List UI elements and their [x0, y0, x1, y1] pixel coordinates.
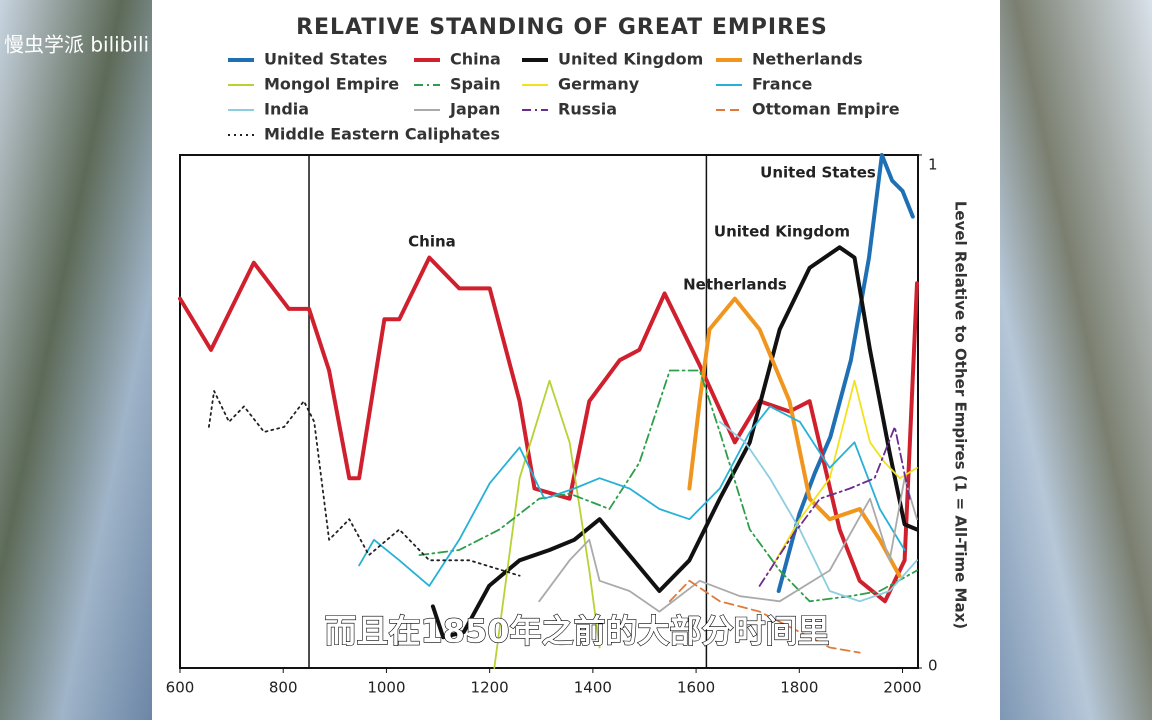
- series-line: [418, 369, 918, 603]
- y-tick-label: 0: [928, 657, 938, 675]
- legend-label: Mongol Empire: [264, 75, 399, 94]
- x-tick-label: 800: [269, 679, 298, 697]
- legend-label: Ottoman Empire: [752, 100, 900, 119]
- annotation: United Kingdom: [714, 223, 850, 241]
- legend-label: Russia: [558, 100, 617, 119]
- series-line: [430, 245, 919, 640]
- legend-label: China: [450, 50, 501, 69]
- series-line: [758, 425, 911, 587]
- chart-title: RELATIVE STANDING OF GREAT EMPIRES: [296, 15, 828, 40]
- series-line: [493, 379, 601, 669]
- series-line: [207, 390, 521, 577]
- legend-label: United States: [264, 50, 387, 69]
- y-axis-label: Level Relative to Other Empires (1 = All…: [952, 201, 970, 629]
- x-tick-label: 1400: [574, 679, 612, 697]
- legend-label: India: [264, 100, 309, 119]
- caption: 而且在1850年之前的大部分时间里: [324, 612, 829, 650]
- annotation: Netherlands: [683, 276, 787, 294]
- legend-label: Japan: [449, 100, 500, 119]
- watermark: 慢虫学派 bilibili: [4, 33, 149, 57]
- legend-label: United Kingdom: [558, 50, 703, 69]
- x-tick-label: 1200: [471, 679, 509, 697]
- x-tick-label: 2000: [883, 679, 921, 697]
- x-tick-label: 1000: [367, 679, 405, 697]
- y-tick-label: 1: [928, 156, 938, 174]
- legend-label: France: [752, 75, 812, 94]
- legend-label: Spain: [450, 75, 501, 94]
- plot: China United Kingdom Netherlands United Sta…: [178, 153, 919, 669]
- series-line: [687, 296, 902, 578]
- x-tick-label: 1600: [677, 679, 715, 697]
- annotation: United States: [760, 164, 876, 182]
- series-line: [358, 405, 906, 587]
- series-line: [718, 420, 918, 603]
- right-photo: [1000, 0, 1152, 720]
- plot-frame: [179, 154, 919, 669]
- series-line: [178, 255, 919, 604]
- legend-label: Middle Eastern Caliphates: [264, 125, 500, 144]
- series-line: [668, 579, 861, 654]
- legend-label: Netherlands: [752, 50, 863, 69]
- legend-label: Germany: [558, 75, 640, 94]
- left-photo: [0, 0, 152, 720]
- series-line: [538, 477, 918, 613]
- annotation: China: [408, 233, 456, 251]
- x-tick-label: 1800: [780, 679, 818, 697]
- x-tick-label: 600: [166, 679, 195, 697]
- series-line: [769, 379, 918, 572]
